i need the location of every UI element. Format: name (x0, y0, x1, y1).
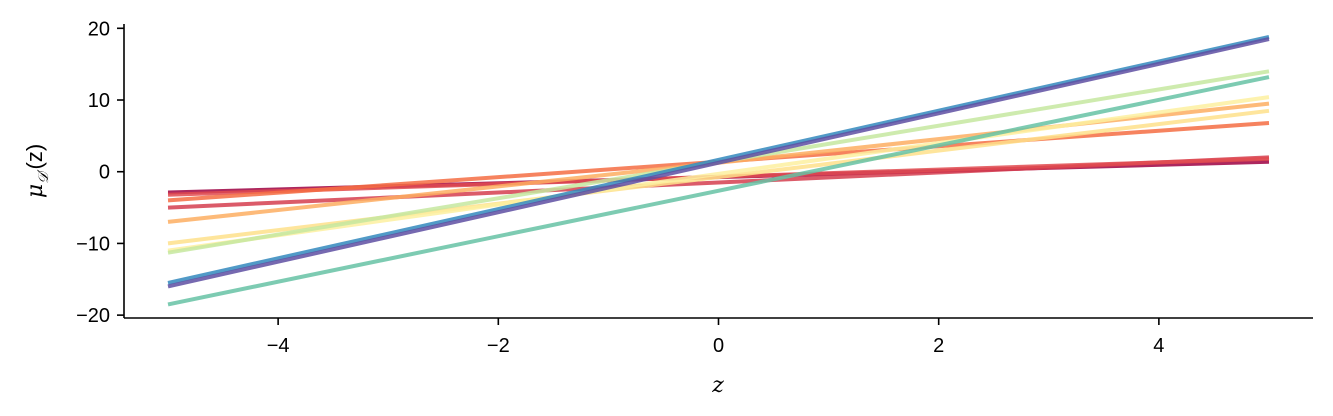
y-tick-label: 10 (88, 90, 110, 112)
x-axis-ticks: −4 −2 0 2 4 (267, 318, 1164, 357)
y-label-arg: (z) (22, 144, 47, 170)
y-tick-label: 20 (88, 18, 110, 40)
y-tick-label: −10 (76, 233, 110, 255)
y-axis-ticks: −20 −10 0 10 20 (76, 18, 124, 327)
x-axis-label: z (711, 373, 724, 398)
y-label-mu: μ (23, 184, 48, 198)
series-line-11 (167, 37, 1270, 289)
y-label-subscript: 𝒟′ (36, 169, 52, 184)
series-line-10 (167, 34, 1270, 285)
series-line-7 (167, 95, 1270, 253)
y-tick-label: −20 (76, 305, 110, 327)
y-axis-label: μ𝒟′(z) (22, 144, 52, 198)
x-tick-label: −4 (267, 335, 290, 357)
series-lines (167, 34, 1270, 307)
x-tick-label: −2 (487, 335, 510, 357)
series-line-9 (167, 75, 1270, 307)
x-tick-label: 4 (1153, 335, 1164, 357)
y-tick-label: 0 (99, 162, 110, 184)
x-tick-label: 0 (713, 335, 724, 357)
x-tick-label: 2 (933, 335, 944, 357)
